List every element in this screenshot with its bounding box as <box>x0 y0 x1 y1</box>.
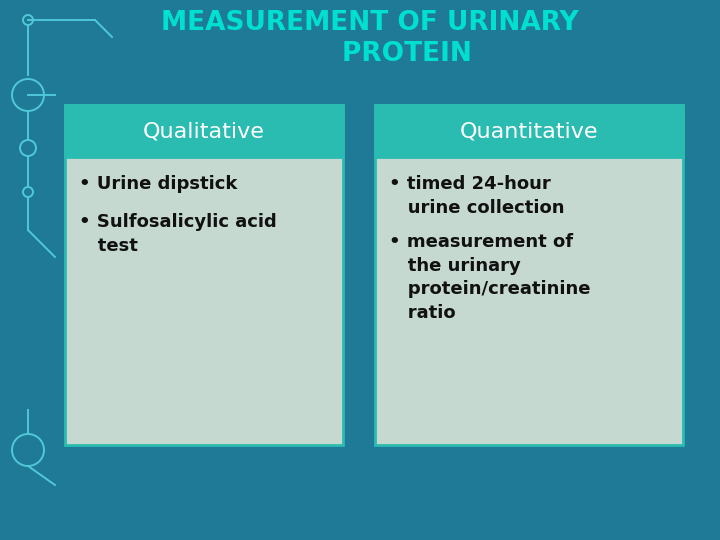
FancyBboxPatch shape <box>375 105 683 157</box>
Text: • timed 24-hour
   urine collection: • timed 24-hour urine collection <box>389 175 564 217</box>
Text: • Sulfosalicylic acid
   test: • Sulfosalicylic acid test <box>79 213 276 254</box>
FancyBboxPatch shape <box>375 105 683 445</box>
FancyBboxPatch shape <box>65 105 343 445</box>
Text: • measurement of
   the urinary
   protein/creatinine
   ratio: • measurement of the urinary protein/cre… <box>389 233 590 322</box>
Text: Qualitative: Qualitative <box>143 121 265 141</box>
Text: • Urine dipstick: • Urine dipstick <box>79 175 238 193</box>
Text: MEASUREMENT OF URINARY
        PROTEIN: MEASUREMENT OF URINARY PROTEIN <box>161 10 579 67</box>
FancyBboxPatch shape <box>65 105 343 157</box>
Text: Quantitative: Quantitative <box>460 121 598 141</box>
